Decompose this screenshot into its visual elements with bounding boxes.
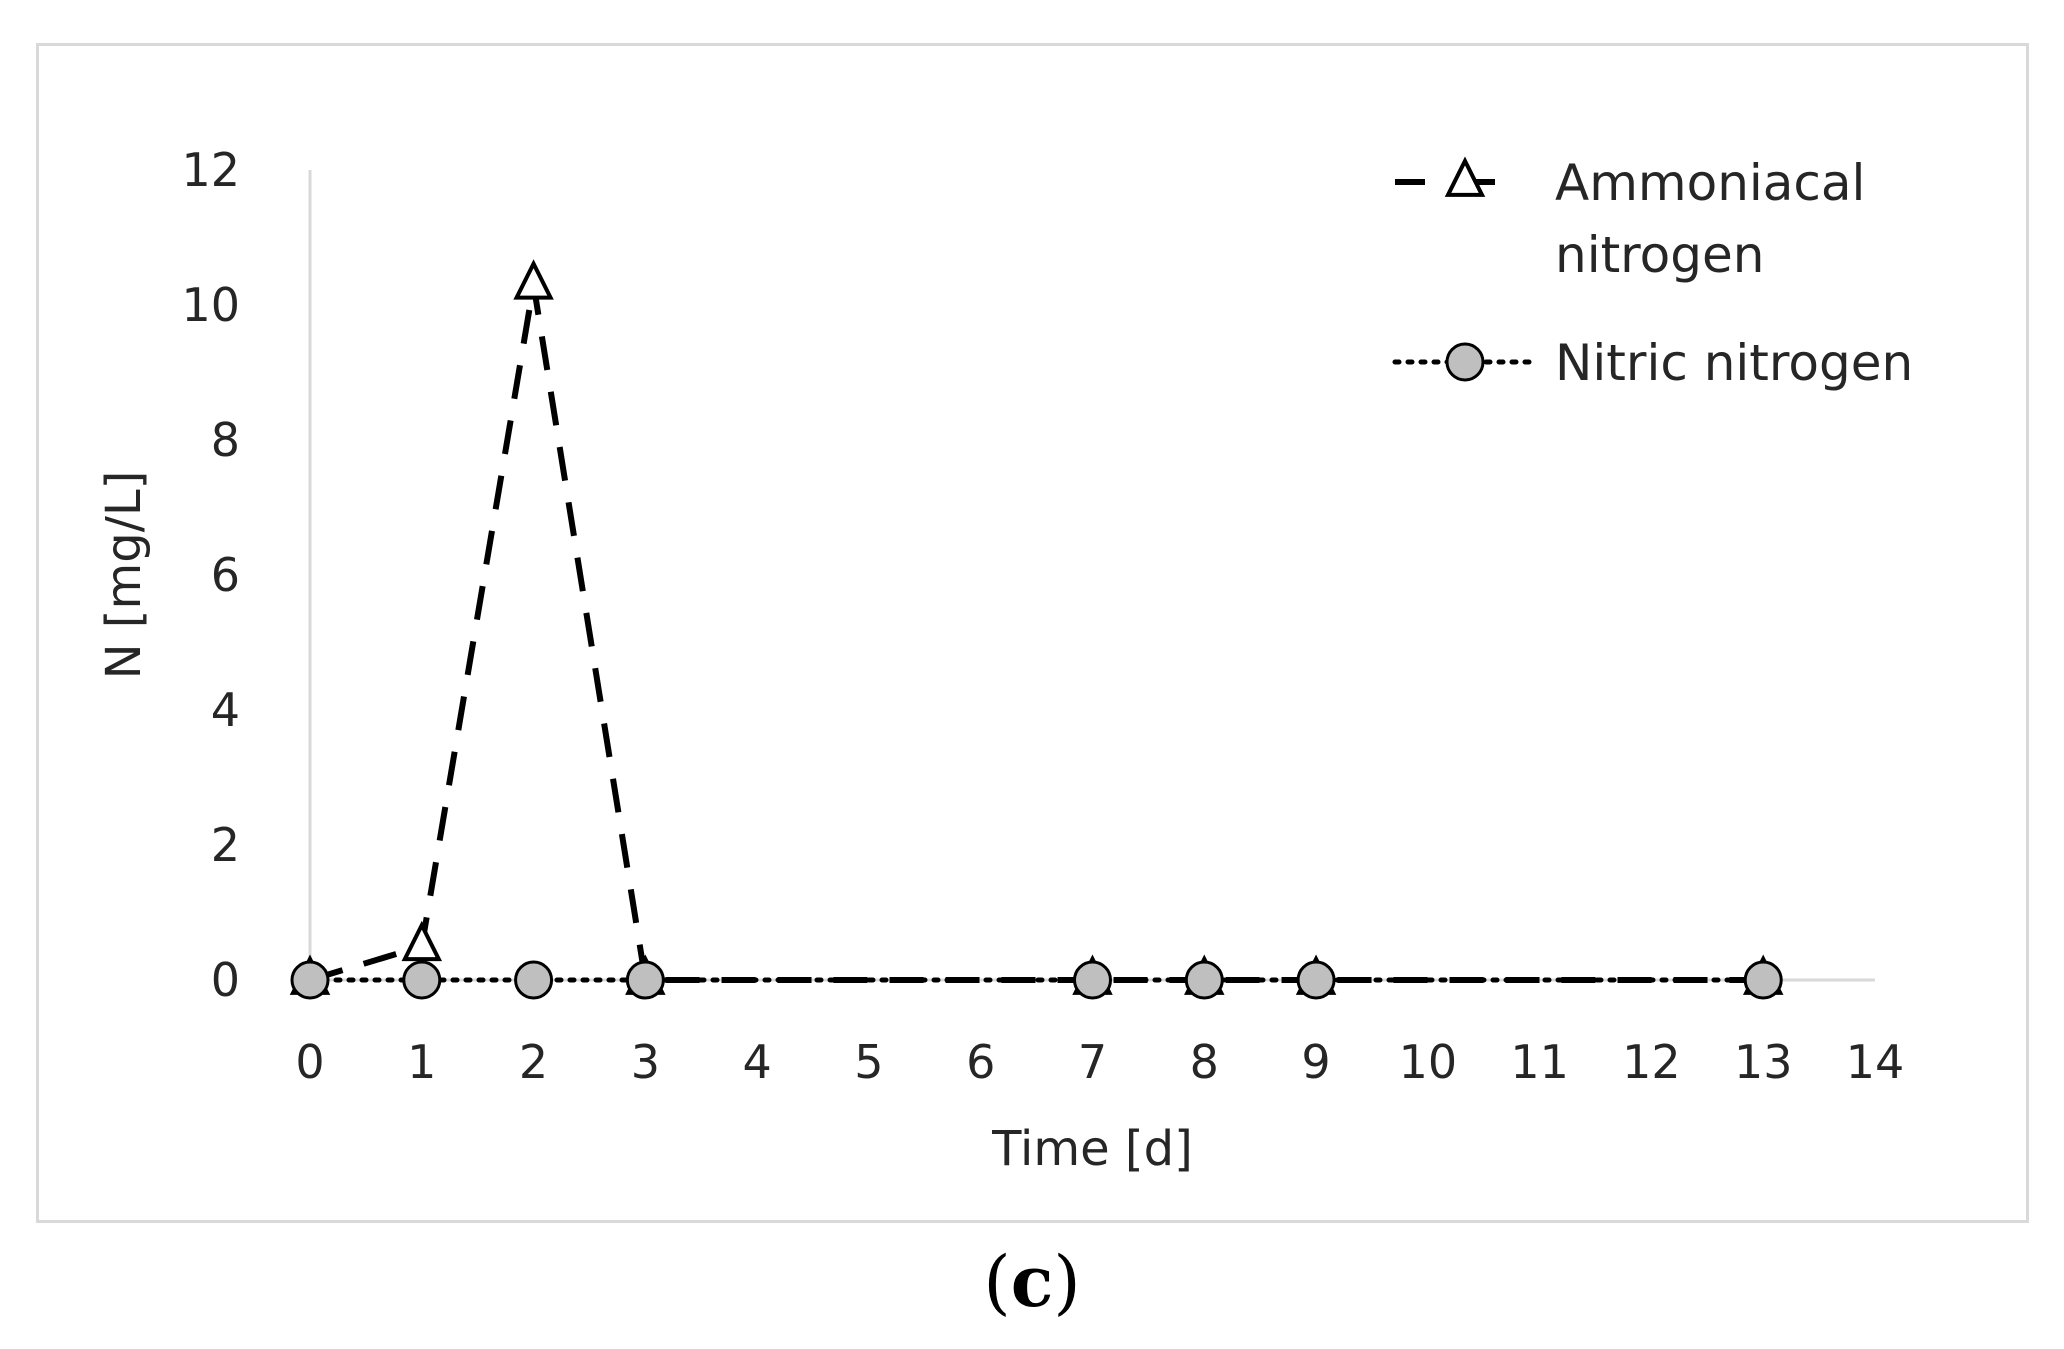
x-tick-label: 7 bbox=[1078, 1035, 1107, 1089]
x-tick-label: 4 bbox=[743, 1035, 772, 1089]
data-point-nitric-nitrogen bbox=[625, 960, 665, 1000]
legend: Ammoniacal nitrogen Nitric nitrogen bbox=[1392, 154, 1913, 392]
x-tick-label: 5 bbox=[854, 1035, 883, 1089]
x-tick-label: 14 bbox=[1846, 1035, 1905, 1089]
series-line-ammoniacal-nitrogen bbox=[309, 284, 1764, 983]
data-point-nitric-nitrogen bbox=[1743, 960, 1783, 1000]
y-axis-title: N [mg/L] bbox=[96, 471, 152, 680]
y-tick-label: 2 bbox=[211, 818, 240, 872]
data-point-nitric-nitrogen bbox=[402, 960, 442, 1000]
caption-close: ) bbox=[1053, 1241, 1081, 1323]
data-point-nitric-nitrogen bbox=[1073, 960, 1112, 1000]
legend-marker bbox=[1445, 342, 1485, 382]
legend-label: Nitric nitrogen bbox=[1555, 334, 1913, 392]
x-tick-label: 3 bbox=[631, 1035, 660, 1089]
x-axis-title: Time [d] bbox=[991, 1121, 1193, 1177]
y-tick-label: 4 bbox=[211, 683, 240, 737]
data-point-nitric-nitrogen bbox=[1296, 960, 1336, 1000]
x-tick-label: 1 bbox=[407, 1035, 436, 1089]
y-tick-label: 12 bbox=[181, 143, 240, 197]
data-point-nitric-nitrogen bbox=[290, 960, 330, 1000]
data-point-nitric-nitrogen bbox=[514, 960, 554, 1000]
x-tick-label: 10 bbox=[1399, 1035, 1458, 1089]
data-point-nitric-nitrogen bbox=[1184, 960, 1224, 1000]
caption-letter: c bbox=[1010, 1240, 1054, 1323]
data-point-ammoniacal-nitrogen bbox=[401, 920, 443, 962]
y-tick-label: 6 bbox=[211, 548, 240, 602]
data-point-ammoniacal-nitrogen bbox=[513, 259, 554, 300]
x-tick-label: 2 bbox=[519, 1035, 548, 1089]
legend-label: nitrogen bbox=[1555, 226, 1764, 284]
x-tick-label: 13 bbox=[1734, 1035, 1793, 1089]
y-tick-label: 8 bbox=[211, 413, 240, 467]
figure-caption: (c) bbox=[0, 1240, 2064, 1323]
x-tick-label: 0 bbox=[295, 1035, 324, 1089]
series-layer bbox=[289, 259, 1784, 1000]
legend-marker bbox=[1444, 156, 1486, 197]
x-tick-label: 12 bbox=[1622, 1035, 1681, 1089]
x-tick-label: 6 bbox=[966, 1035, 995, 1089]
chart-frame bbox=[36, 43, 2029, 1223]
x-tick-label: 11 bbox=[1510, 1035, 1569, 1089]
y-tick-label: 0 bbox=[211, 953, 240, 1007]
y-tick-label: 10 bbox=[181, 278, 240, 332]
legend-label: Ammoniacal bbox=[1555, 154, 1865, 212]
x-tick-label: 9 bbox=[1301, 1035, 1330, 1089]
x-tick-label: 8 bbox=[1190, 1035, 1219, 1089]
caption-open: ( bbox=[983, 1241, 1011, 1323]
